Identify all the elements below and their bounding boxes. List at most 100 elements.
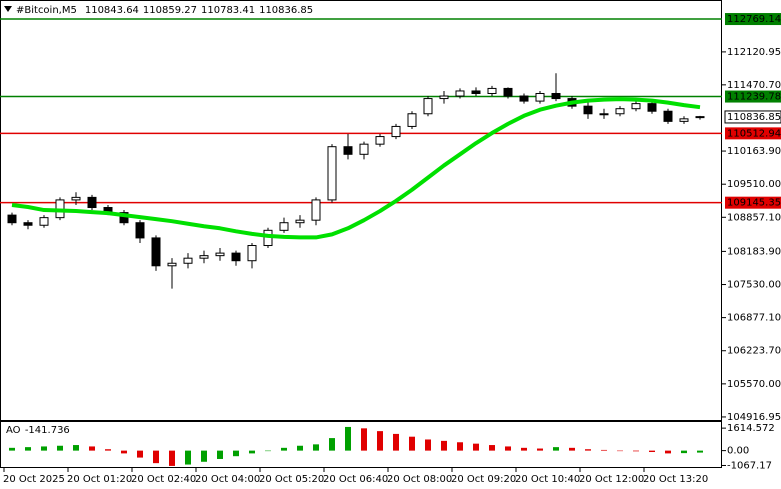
y-tick-label: 106877.10	[727, 313, 781, 324]
ao-bar	[441, 440, 447, 451]
ao-bar	[185, 450, 191, 465]
indicator-tick-label: -1067.17	[727, 460, 772, 471]
candle-body	[647, 103, 657, 112]
candle-body	[423, 98, 433, 115]
candle-body	[359, 143, 369, 155]
candle-body	[247, 245, 257, 262]
x-tick-label: 20 Oct 02:40	[131, 474, 196, 485]
candle-body	[183, 257, 193, 264]
ao-bar	[681, 450, 687, 454]
ao-bar	[649, 450, 655, 453]
candle-body	[407, 113, 417, 127]
candle-body	[519, 95, 529, 102]
ao-bar	[121, 450, 127, 454]
ao-bar	[361, 428, 367, 451]
ao-bar	[697, 450, 703, 453]
x-tick-label: 20 Oct 08:00	[387, 474, 452, 485]
candle-body	[391, 125, 401, 138]
candle-body	[215, 252, 225, 257]
ao-bar	[569, 447, 575, 451]
indicator-panel	[0, 421, 722, 468]
ao-bar	[553, 447, 559, 451]
ao-bar	[137, 450, 143, 458]
level-label-box	[725, 196, 781, 209]
price-label-box	[724, 110, 781, 124]
ao-bar	[313, 444, 319, 451]
x-tick-label: 20 Oct 06:40	[323, 474, 388, 485]
ao-bar	[601, 449, 607, 451]
candle-body	[487, 87, 497, 94]
ao-bar	[425, 439, 431, 451]
moving-average	[11, 97, 701, 240]
candle-body	[631, 103, 641, 110]
y-tick-label: 110163.90	[727, 146, 781, 157]
candle-body	[199, 255, 209, 259]
ao-bar	[169, 450, 175, 466]
ao-bar	[105, 449, 111, 451]
candle-body	[231, 252, 241, 262]
ao-bar	[25, 447, 31, 451]
ao-bar	[73, 445, 79, 451]
ao-bar	[473, 443, 479, 451]
candle-body	[135, 222, 145, 239]
y-tick-label: 108183.90	[727, 246, 781, 257]
high-value: 110859.27	[143, 5, 197, 16]
ao-bar	[217, 450, 223, 459]
candle-body	[551, 92, 561, 100]
candle-body	[343, 146, 353, 155]
candle-body	[327, 146, 337, 201]
menu-arrow[interactable]	[4, 6, 12, 12]
chart-header: #Bitcoin,M5 110843.64 110859.27 110783.41 11…	[16, 5, 313, 16]
candle-body	[695, 116, 705, 119]
level-label-box	[725, 127, 781, 140]
candle-body	[599, 113, 609, 116]
candle-body	[375, 136, 385, 145]
close-value: 110836.85	[259, 5, 313, 16]
y-tick-label: 107530.00	[727, 280, 781, 291]
ao-bar	[521, 447, 527, 451]
low-value: 110783.41	[201, 5, 255, 16]
ao-bar	[265, 450, 271, 452]
ao-bar	[89, 446, 95, 451]
candle-body	[503, 87, 513, 97]
candle-body	[583, 105, 593, 115]
candle-body	[663, 110, 673, 122]
candle-body	[679, 118, 689, 122]
x-tick-label: 20 Oct 13:20	[643, 474, 708, 485]
level-label: 109145.35	[727, 198, 781, 209]
ao-bar	[281, 447, 287, 451]
y-tick-label: 106223.70	[727, 346, 781, 357]
ao-bar	[633, 450, 639, 452]
level-label: 110512.94	[727, 128, 781, 139]
ao-bar	[377, 431, 383, 451]
x-tick-label: 20 Oct 10:40	[515, 474, 580, 485]
ao-bar	[585, 449, 591, 451]
ao-bar	[41, 446, 47, 451]
level-label-box	[725, 90, 781, 103]
candle-body	[23, 222, 33, 226]
x-tick-label: 20 Oct 12:00	[579, 474, 644, 485]
open-value: 110843.64	[85, 5, 139, 16]
candle-body	[7, 214, 17, 224]
ao-bar	[537, 448, 543, 451]
candle-body	[151, 237, 161, 267]
candle-body	[279, 222, 289, 231]
indicator-header: AO -141.736	[6, 425, 70, 436]
symbol: #Bitcoin,M5	[16, 5, 77, 16]
level-label: 112769.14	[727, 14, 781, 25]
candle-body	[439, 95, 449, 100]
y-tick-label: 111470.70	[727, 80, 781, 91]
ao-bar	[393, 433, 399, 451]
ao-bar	[329, 438, 335, 451]
candle-body	[455, 90, 465, 97]
ao-bar	[57, 445, 63, 451]
level-label: 111239.78	[727, 92, 781, 103]
ao-bar	[9, 447, 15, 451]
level-label-box	[725, 13, 781, 26]
ao-bar	[345, 426, 351, 451]
x-tick-label: 20 Oct 2025	[3, 474, 65, 485]
y-tick-label: 112120.95	[727, 47, 781, 58]
y-tick-label: 104916.95	[727, 412, 781, 423]
indicator-tick-label: 1614.572	[727, 423, 775, 434]
